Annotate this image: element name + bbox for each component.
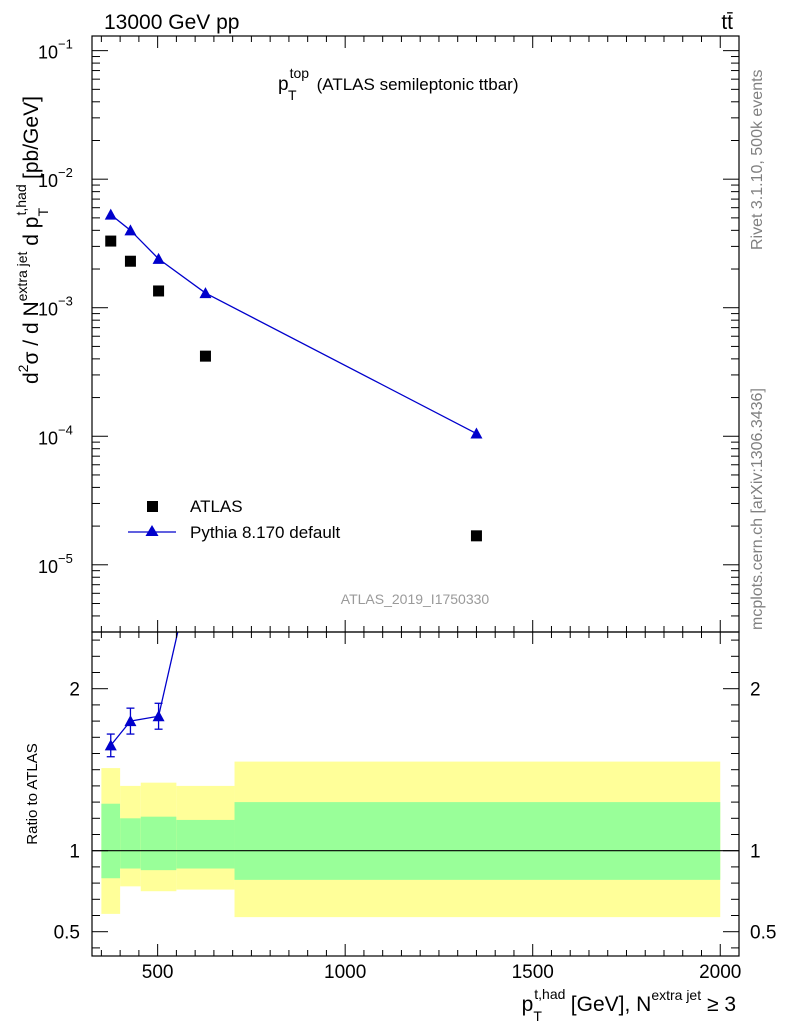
ratio-y-tick-label: 2: [69, 680, 80, 701]
ratio-y-axis-label: Ratio to ATLAS: [24, 743, 41, 844]
y-tick-label: 10−2: [38, 165, 73, 191]
rivet-label: Rivet 3.1.10, 500k events: [749, 69, 766, 250]
atlas-point: [105, 235, 117, 247]
y-axis-label: d2σ / d Nextra jet d pt,had T [pb/GeV]: [13, 96, 51, 384]
ratio-y-tick-label-right: 0.5: [750, 923, 776, 944]
pythia-point: [152, 252, 165, 264]
atlas-point: [199, 350, 211, 362]
y-tick-label: 10−5: [38, 551, 73, 577]
uncertainty-band-inner: [120, 818, 141, 869]
title-sup: top: [290, 65, 310, 81]
uncertainty-band-inner: [176, 819, 235, 869]
y-tick-label: 10−3: [38, 294, 73, 320]
x-tick-label: 500: [142, 962, 174, 983]
x-tick-label: 2000: [699, 962, 741, 983]
legend: ATLAS Pythia 8.170 default: [128, 497, 341, 542]
y-tick-base: 10: [38, 300, 58, 320]
uncertainty-band-inner: [234, 802, 721, 880]
title-rest: (ATLAS semileptonic ttbar): [317, 75, 519, 94]
x-tick-label: 1500: [512, 962, 554, 983]
main-plot: 10−510−410−310−210−1 ptop T(ATLAS semilep…: [13, 35, 740, 633]
ratio-line: [110, 632, 179, 746]
legend-atlas-label: ATLAS: [190, 497, 243, 516]
title-p: p: [278, 74, 289, 95]
y-tick-exponent: −4: [58, 422, 73, 437]
y-tick-base: 10: [38, 557, 58, 577]
y-tick-base: 10: [38, 171, 58, 191]
atlas-point: [153, 285, 165, 297]
y-tick-base: 10: [38, 43, 58, 63]
ratio-frame: [91, 631, 740, 957]
energy-label: 13000 GeV pp: [104, 11, 239, 34]
ratio-y-tick-label: 0.5: [54, 923, 80, 944]
plot-title: ptop T (ATLAS semileptonic ttbar): [278, 65, 518, 103]
analysis-watermark: ATLAS_2019_I1750330: [341, 591, 490, 607]
y-tick-label: 10−4: [38, 422, 73, 448]
y-tick-exponent: −2: [58, 165, 73, 180]
ratio-point: [104, 739, 117, 751]
ratio-y-tick-label-right: 1: [750, 842, 761, 863]
ratio-plot: 0.5 0.5 1 1 2 2 500 1000 1500 2000 Ratio to ATLA…: [24, 631, 776, 1024]
ratio-y-tick-label: 1: [69, 842, 80, 863]
pythia-point: [470, 427, 483, 439]
ratio-y-tick-label-right: 2: [750, 680, 761, 701]
title-sub: T: [288, 87, 297, 103]
ratio-point: [152, 710, 165, 722]
uncertainty-band-inner: [101, 803, 121, 879]
atlas-point: [470, 530, 482, 542]
legend-pythia-marker: [145, 525, 159, 536]
pythia-point: [124, 224, 137, 236]
x-tick-label: 1000: [324, 962, 366, 983]
y-tick-exponent: −5: [58, 551, 73, 566]
legend-atlas-marker: [147, 501, 158, 512]
process-label: tt̄: [721, 11, 733, 34]
pythia-line: [110, 214, 477, 435]
y-tick-base: 10: [38, 428, 58, 448]
legend-pythia-label: Pythia 8.170 default: [190, 523, 341, 542]
x-axis-label: pt,had T [GeV], Nextra jet ≥ 3: [522, 986, 736, 1024]
ratio-point: [124, 715, 137, 727]
uncertainty-band-inner: [140, 816, 177, 871]
atlas-point: [124, 255, 136, 267]
y-tick-label: 10−1: [38, 37, 73, 63]
pythia-point: [199, 287, 212, 299]
y-tick-exponent: −1: [58, 37, 73, 52]
mcplots-label: mcplots.cern.ch [arXiv:1306.3436]: [749, 388, 766, 630]
main-frame: [91, 35, 740, 633]
pythia-point: [104, 208, 117, 220]
y-tick-exponent: −3: [58, 294, 73, 309]
